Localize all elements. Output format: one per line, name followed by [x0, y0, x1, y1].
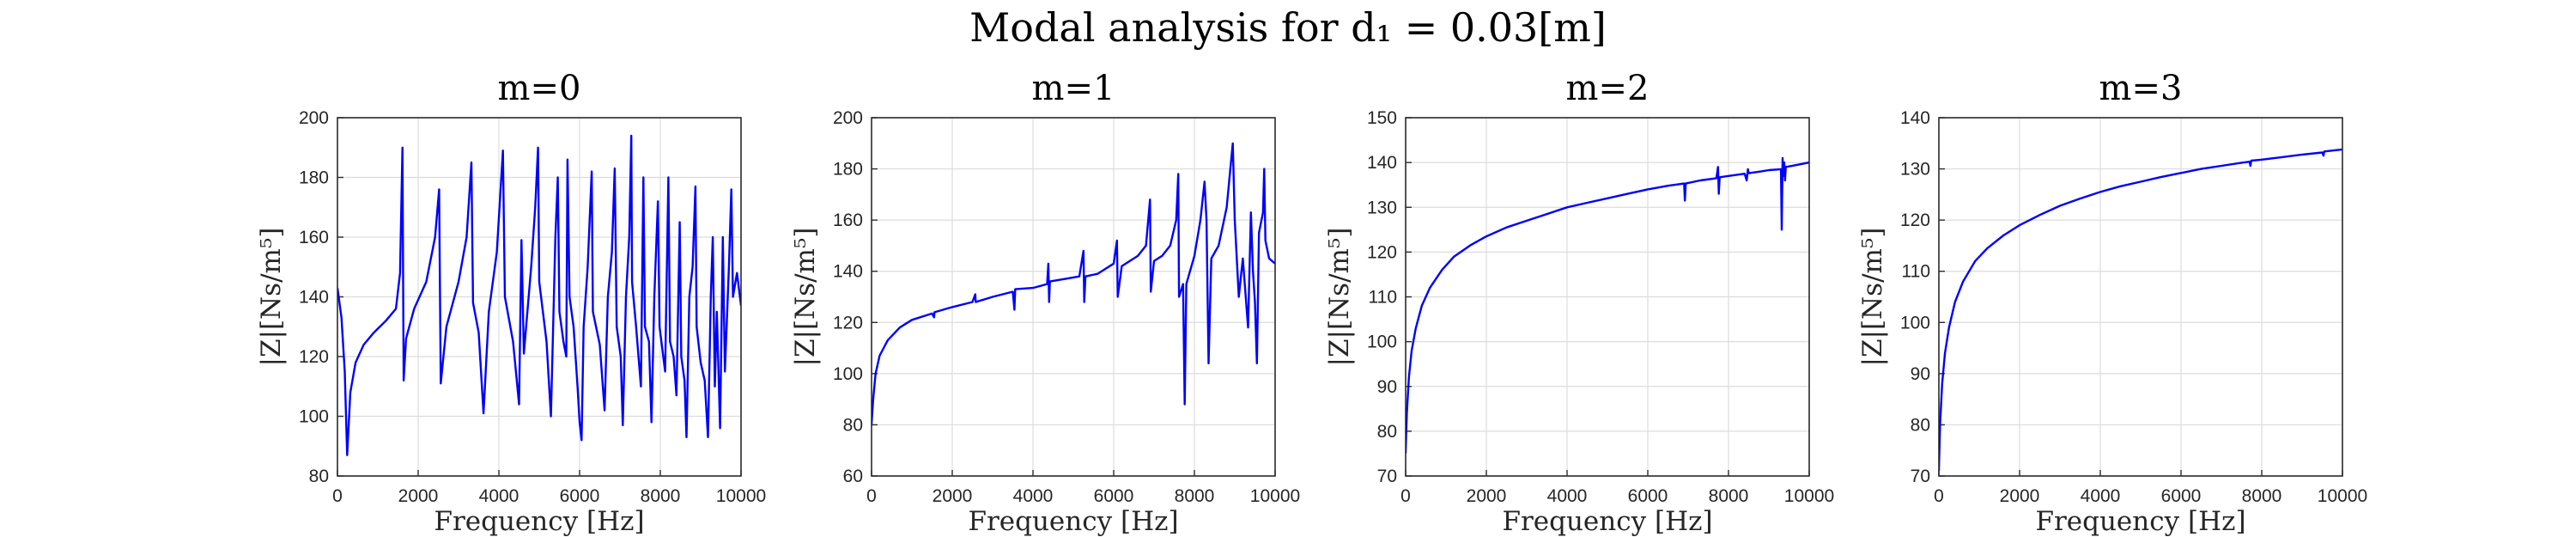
- series-line: [872, 142, 1275, 425]
- x-tick-label: 10000: [1250, 486, 1300, 506]
- x-tick-label: 6000: [560, 486, 600, 506]
- x-axis-label: Frequency [Hz]: [2035, 506, 2245, 537]
- x-tick-label: 10000: [1784, 486, 1834, 506]
- plot-frame: [1405, 117, 1810, 477]
- subplot-1: 0 2000 4000 6000 8000 10000 60 80 100 120 140 160 18…: [790, 69, 1300, 537]
- x-tick-label: 2000: [933, 486, 973, 506]
- y-tick-label: 80: [309, 467, 329, 486]
- y-tick-label: 150: [1367, 108, 1397, 128]
- y-tick-label: 110: [1902, 262, 1930, 282]
- x-tick-label: 0: [1934, 486, 1944, 506]
- subplot-2: 0 2000 4000 6000 8000 10000 70 80 90 100 110 120 130…: [1324, 69, 1834, 537]
- subplot-title: m=2: [1566, 69, 1649, 108]
- x-tick-label: 6000: [2161, 486, 2202, 506]
- subplot-title: m=3: [2099, 69, 2183, 108]
- y-tick-label: 120: [833, 313, 863, 333]
- y-tick-label: 200: [299, 108, 329, 128]
- x-tick-label: 8000: [1175, 486, 1215, 506]
- y-tick-label: 80: [1911, 415, 1930, 435]
- y-axis-label: |Z|[Ns/m⁵]: [1324, 228, 1355, 367]
- y-tick-label: 180: [833, 160, 863, 180]
- y-tick-label: 130: [1367, 198, 1397, 217]
- y-tick-label: 200: [833, 108, 863, 128]
- y-tick-label: 160: [299, 228, 329, 247]
- x-tick-label: 4000: [1013, 486, 1054, 506]
- subplot-3: 0 2000 4000 6000 8000 10000 70 80 90 100 110 120 130…: [1857, 69, 2367, 537]
- y-tick-label: 100: [833, 364, 863, 384]
- y-tick-label: 180: [299, 168, 329, 188]
- y-tick-label: 120: [1367, 242, 1397, 262]
- y-tick-label: 120: [1900, 211, 1930, 230]
- x-tick-label: 8000: [641, 486, 681, 506]
- x-tick-label: 10000: [2318, 486, 2367, 506]
- y-tick-label: 110: [1369, 288, 1397, 308]
- y-tick-label: 100: [1367, 333, 1397, 352]
- x-tick-label: 6000: [1628, 486, 1668, 506]
- y-axis-label: |Z|[Ns/m⁵]: [790, 228, 821, 367]
- x-tick-label: 0: [332, 486, 343, 506]
- y-tick-label: 70: [1377, 467, 1397, 486]
- plot-frame: [871, 117, 1276, 477]
- x-tick-label: 2000: [1467, 486, 1507, 506]
- plot-frame: [337, 117, 742, 477]
- y-tick-label: 140: [1900, 108, 1930, 128]
- x-tick-label: 4000: [1547, 486, 1588, 506]
- x-axis-label: Frequency [Hz]: [1502, 506, 1712, 537]
- x-tick-label: 6000: [1094, 486, 1134, 506]
- x-tick-label: 8000: [1709, 486, 1749, 506]
- y-axis-label: |Z|[Ns/m⁵]: [1857, 228, 1888, 367]
- x-tick-label: 2000: [398, 486, 439, 506]
- y-tick-label: 90: [1377, 377, 1397, 397]
- y-tick-label: 60: [843, 467, 863, 486]
- y-tick-label: 80: [843, 415, 863, 435]
- y-tick-label: 140: [833, 262, 863, 282]
- y-tick-label: 100: [1900, 313, 1930, 333]
- series-line: [1406, 156, 1809, 454]
- subplot-title: m=0: [498, 69, 581, 108]
- subplot-title: m=1: [1032, 69, 1115, 108]
- subplot-0: 0 2000 4000 6000 8000 10000 80 100 120 140 160 180 2…: [256, 69, 766, 537]
- y-tick-label: 120: [299, 347, 329, 367]
- series-line: [1939, 148, 2342, 472]
- y-tick-label: 130: [1900, 160, 1930, 180]
- y-tick-label: 80: [1377, 422, 1397, 442]
- x-tick-label: 4000: [479, 486, 519, 506]
- x-tick-label: 2000: [2000, 486, 2040, 506]
- x-tick-label: 0: [866, 486, 877, 506]
- y-tick-label: 140: [1367, 153, 1397, 173]
- figure-title: Modal analysis for d₁ = 0.03[m]: [969, 4, 1607, 51]
- y-tick-label: 70: [1911, 467, 1930, 486]
- y-axis-label: |Z|[Ns/m⁵]: [256, 228, 287, 367]
- x-tick-label: 4000: [2081, 486, 2121, 506]
- x-tick-label: 10000: [716, 486, 766, 506]
- subplots: 0 2000 4000 6000 8000 10000801001201401601802…: [256, 69, 2367, 537]
- x-tick-label: 8000: [2242, 486, 2282, 506]
- plot-frame: [1938, 117, 2343, 477]
- y-tick-label: 140: [299, 288, 329, 308]
- x-axis-label: Frequency [Hz]: [434, 506, 644, 537]
- y-tick-label: 90: [1911, 364, 1930, 384]
- y-tick-label: 100: [299, 407, 329, 427]
- x-tick-label: 0: [1400, 486, 1411, 506]
- x-axis-label: Frequency [Hz]: [968, 506, 1178, 537]
- y-tick-label: 160: [833, 211, 863, 230]
- series-line: [337, 134, 741, 456]
